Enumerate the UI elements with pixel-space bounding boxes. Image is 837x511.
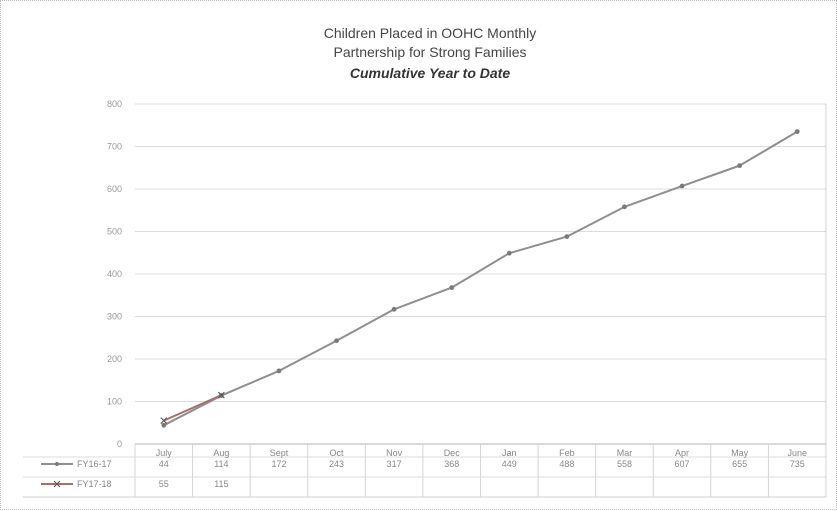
chart-subtitle: Cumulative Year to Date <box>350 65 510 81</box>
legend-series-name: FY17-18 <box>77 479 112 489</box>
series-point <box>794 129 800 135</box>
x-category-label: June <box>787 448 807 458</box>
x-category-label: Aug <box>213 448 229 458</box>
series-point <box>679 183 685 189</box>
series-points <box>160 129 800 428</box>
chart-title-line-2: Partnership for Strong Families <box>334 44 527 60</box>
y-tick-label: 600 <box>107 184 122 194</box>
series-point <box>276 368 282 374</box>
data-label: 114 <box>214 459 228 469</box>
data-label: 243 <box>329 459 344 469</box>
series-point <box>334 338 339 344</box>
data-label: 44 <box>159 459 169 469</box>
series-point <box>737 163 743 169</box>
data-label: 655 <box>732 459 747 469</box>
data-label: 449 <box>502 459 517 469</box>
series-point <box>506 250 512 256</box>
series-point <box>161 422 167 428</box>
y-tick-label: 400 <box>107 269 122 279</box>
data-label: 607 <box>675 459 690 469</box>
y-tick-label: 300 <box>107 312 122 322</box>
y-tick-label: 200 <box>107 354 122 364</box>
x-category-label: Nov <box>386 448 403 458</box>
y-axis-ticks: 800 700 600 500 400 300 200 100 0 <box>107 99 122 449</box>
series-point <box>391 306 397 312</box>
data-label: 558 <box>617 459 632 469</box>
x-category-label: Mar <box>617 448 633 458</box>
data-label: 55 <box>159 479 169 489</box>
chart-title-line-1: Children Placed in OOHC Monthly <box>324 25 536 41</box>
legend-key-marker <box>53 480 61 488</box>
x-category-label: May <box>731 448 749 458</box>
series-point <box>622 204 627 210</box>
series-line-0 <box>163 130 798 427</box>
series-point <box>564 234 570 240</box>
x-category-label: July <box>156 448 173 458</box>
series-point <box>160 417 168 425</box>
x-category-label: Jan <box>502 448 517 458</box>
x-category-label: Feb <box>559 448 575 458</box>
data-label: 172 <box>271 459 286 469</box>
y-tick-label: 500 <box>107 227 122 237</box>
legend-series-name: FY16-17 <box>77 459 112 469</box>
series-line-1 <box>163 394 222 422</box>
data-label: 368 <box>444 459 459 469</box>
y-tick-label: 800 <box>107 99 122 109</box>
data-label: 488 <box>559 459 574 469</box>
x-category-label: Apr <box>675 448 689 458</box>
x-category-label: Dec <box>444 448 461 458</box>
data-label: 317 <box>387 459 402 469</box>
y-tick-label: 100 <box>107 397 122 407</box>
series-lines <box>163 130 798 427</box>
data-label: 735 <box>790 459 805 469</box>
legend-key-marker <box>55 462 59 466</box>
data-table: July Aug Sept Oct Nov Dec Jan Feb Mar Apr May June F… <box>23 104 827 498</box>
series-point <box>449 285 455 290</box>
series-point <box>217 391 225 399</box>
data-label: 115 <box>214 479 228 489</box>
y-tick-label: 700 <box>107 142 122 152</box>
x-category-label: Oct <box>330 448 345 458</box>
x-category-label: Sept <box>270 448 289 458</box>
gridlines <box>135 103 826 445</box>
y-tick-label: 0 <box>117 439 122 449</box>
